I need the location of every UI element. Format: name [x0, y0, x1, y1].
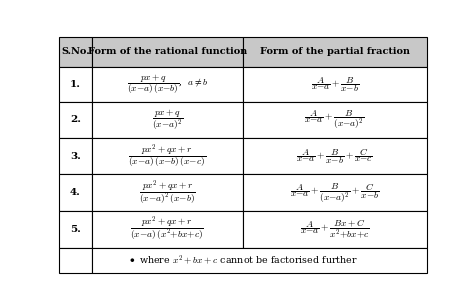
Text: $\bullet\;$ where $x^2 + bx + c$ cannot be factorised further: $\bullet\;$ where $x^2 + bx + c$ cannot … — [128, 254, 357, 267]
Bar — [59, 174, 91, 211]
Text: $\dfrac{A}{x{-}a}+\dfrac{B}{(x{-}a)^2}+\dfrac{C}{x{-}b}$: $\dfrac{A}{x{-}a}+\dfrac{B}{(x{-}a)^2}+\… — [290, 181, 380, 204]
Text: 2.: 2. — [70, 115, 81, 124]
Bar — [243, 37, 427, 67]
Text: $\dfrac{A}{x{-}a}+\dfrac{B}{x{-}b}+\dfrac{C}{x{-}c}$: $\dfrac{A}{x{-}a}+\dfrac{B}{x{-}b}+\dfra… — [296, 146, 373, 166]
Text: $\dfrac{px^2+qx+r}{(x{-}a)\,(x^2{+}bx{+}c)}$: $\dfrac{px^2+qx+r}{(x{-}a)\,(x^2{+}bx{+}… — [130, 215, 204, 243]
Text: $\dfrac{A}{x{-}a}+\dfrac{Bx+C}{x^2{+}bx{+}c}$: $\dfrac{A}{x{-}a}+\dfrac{Bx+C}{x^2{+}bx{… — [300, 218, 370, 241]
Bar — [243, 174, 427, 211]
Bar — [91, 138, 243, 174]
Bar — [91, 211, 243, 248]
Bar — [59, 138, 91, 174]
Text: $\dfrac{px+q}{(x{-}a)^2}$: $\dfrac{px+q}{(x{-}a)^2}$ — [152, 107, 183, 132]
Bar — [59, 67, 91, 102]
Bar — [59, 211, 91, 248]
Text: $\dfrac{px^2+qx+r}{(x{-}a)^2\,(x{-}b)}$: $\dfrac{px^2+qx+r}{(x{-}a)^2\,(x{-}b)}$ — [139, 179, 196, 207]
Text: $\dfrac{px^2+qx+r}{(x{-}a)\,(x{-}b)\,(x{-}c)}$: $\dfrac{px^2+qx+r}{(x{-}a)\,(x{-}b)\,(x{… — [128, 142, 206, 170]
Bar — [59, 248, 91, 273]
Text: $\dfrac{A}{x{-}a}+\dfrac{B}{x{-}b}$: $\dfrac{A}{x{-}a}+\dfrac{B}{x{-}b}$ — [310, 75, 359, 94]
Text: 4.: 4. — [70, 188, 81, 197]
Bar — [59, 102, 91, 138]
Text: Form of the partial fraction: Form of the partial fraction — [260, 48, 410, 56]
Bar — [243, 138, 427, 174]
Text: S.No.: S.No. — [61, 48, 90, 56]
Bar — [59, 37, 91, 67]
Text: 5.: 5. — [70, 225, 81, 234]
Text: 3.: 3. — [70, 152, 81, 161]
Bar — [91, 248, 427, 273]
Text: 1.: 1. — [70, 80, 81, 89]
Text: $\dfrac{A}{x{-}a}+\dfrac{B}{(x{-}a)^2}$: $\dfrac{A}{x{-}a}+\dfrac{B}{(x{-}a)^2}$ — [304, 108, 365, 131]
Bar — [91, 67, 243, 102]
Bar — [243, 67, 427, 102]
Bar — [91, 174, 243, 211]
Bar — [91, 102, 243, 138]
Bar — [91, 37, 243, 67]
Text: $\dfrac{px+q}{(x{-}a)\,(x{-}b)}$,  $a \neq b$: $\dfrac{px+q}{(x{-}a)\,(x{-}b)}$, $a \ne… — [127, 72, 208, 96]
Bar — [243, 102, 427, 138]
Text: Form of the rational function: Form of the rational function — [88, 48, 247, 56]
Bar — [243, 211, 427, 248]
